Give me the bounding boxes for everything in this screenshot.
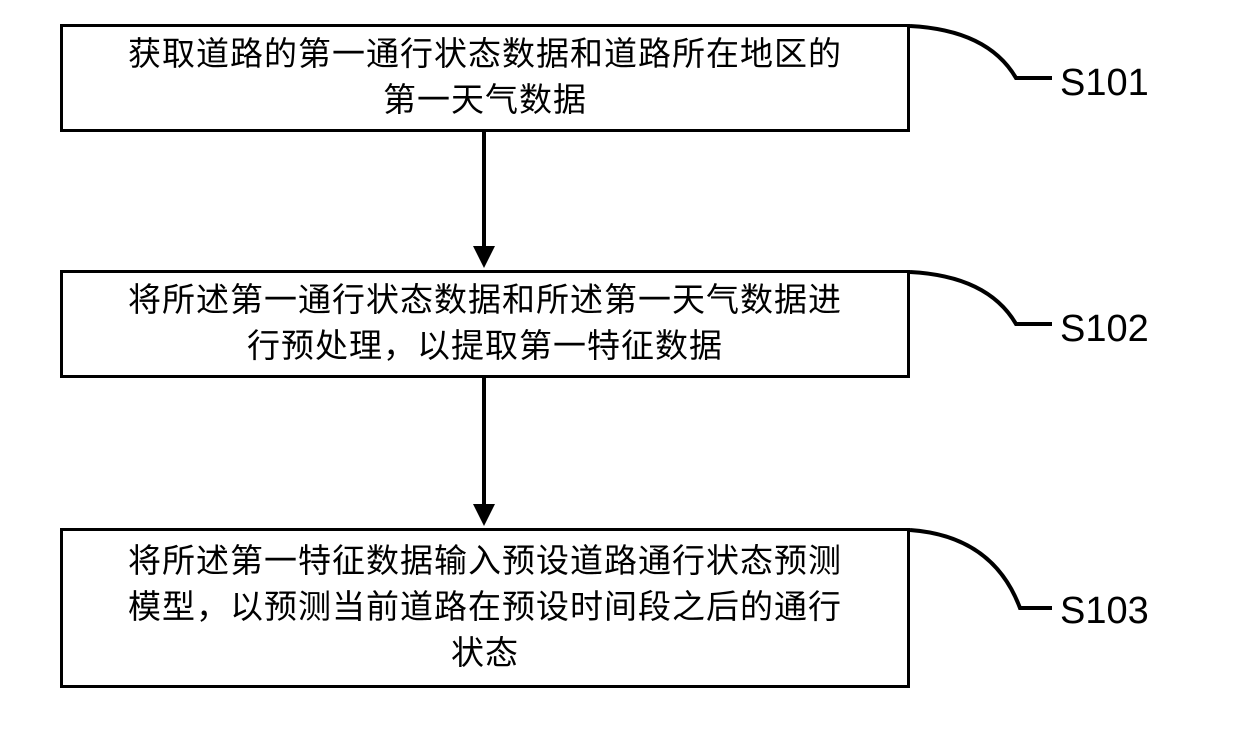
step-text-s103: 将所述第一特征数据输入预设道路通行状态预测 模型，以预测当前道路在预设时间段之后… <box>128 539 842 678</box>
bracket-s101 <box>908 20 1058 140</box>
step-box-s103: 将所述第一特征数据输入预设道路通行状态预测 模型，以预测当前道路在预设时间段之后… <box>60 528 910 688</box>
step-box-s101: 获取道路的第一通行状态数据和道路所在地区的 第一天气数据 <box>60 24 910 132</box>
step-text-s102: 将所述第一通行状态数据和所述第一天气数据进 行预处理，以提取第一特征数据 <box>128 278 842 370</box>
arrow-1-line <box>482 132 486 248</box>
s103-line3: 状态 <box>451 636 519 672</box>
label-s103: S103 <box>1060 590 1149 633</box>
arrow-2-head <box>473 504 495 526</box>
s101-line1: 获取道路的第一通行状态数据和道路所在地区的 <box>128 37 842 73</box>
label-s102: S102 <box>1060 308 1149 351</box>
bracket-s102 <box>908 266 1058 386</box>
flowchart-container: 获取道路的第一通行状态数据和道路所在地区的 第一天气数据 S101 将所述第一通… <box>0 0 1240 729</box>
arrow-2-line <box>482 378 486 506</box>
s103-line2: 模型，以预测当前道路在预设时间段之后的通行 <box>128 590 842 626</box>
step-text-s101: 获取道路的第一通行状态数据和道路所在地区的 第一天气数据 <box>128 32 842 124</box>
s103-line1: 将所述第一特征数据输入预设道路通行状态预测 <box>128 544 842 580</box>
bracket-s103 <box>908 524 1058 694</box>
s101-line2: 第一天气数据 <box>383 83 587 119</box>
arrow-1-head <box>473 246 495 268</box>
s102-line2: 行预处理，以提取第一特征数据 <box>247 329 723 365</box>
s102-line1: 将所述第一通行状态数据和所述第一天气数据进 <box>128 283 842 319</box>
step-box-s102: 将所述第一通行状态数据和所述第一天气数据进 行预处理，以提取第一特征数据 <box>60 270 910 378</box>
label-s101: S101 <box>1060 62 1149 105</box>
